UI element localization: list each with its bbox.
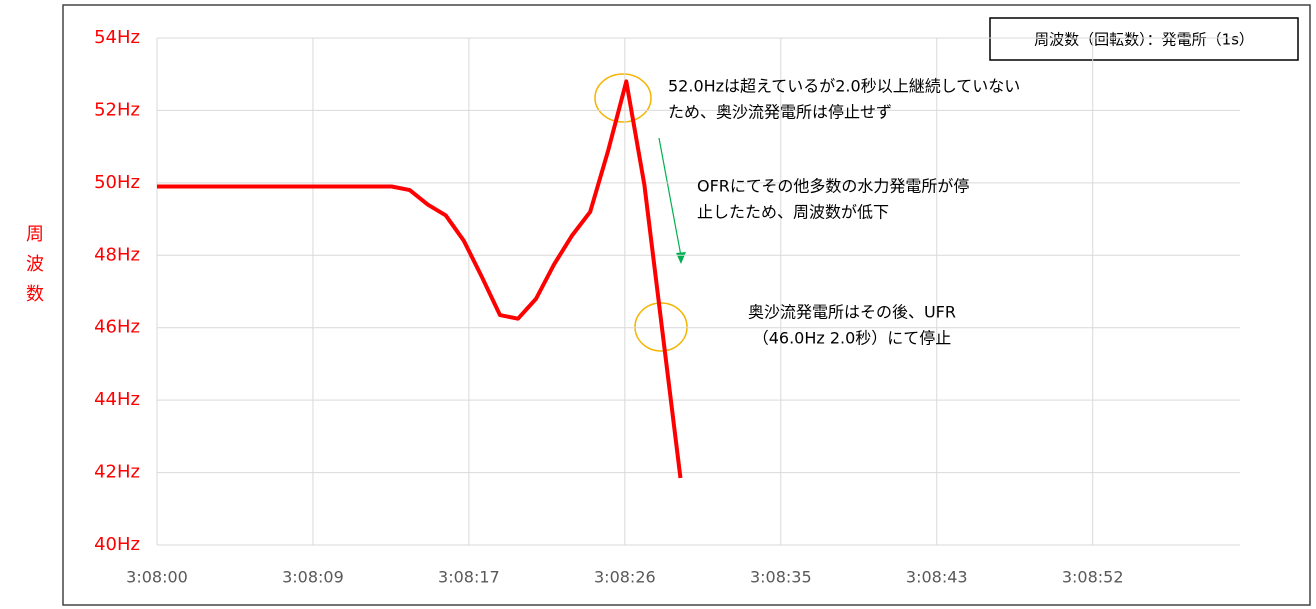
y-axis-label: 周波数 (26, 224, 44, 305)
highlight-circle (594, 73, 652, 123)
x-tick-label: 3:08:43 (906, 568, 968, 587)
y-tick-label: 50Hz (94, 172, 140, 193)
y-tick-label: 52Hz (94, 99, 140, 120)
annotation: 52.0Hzは超えているが2.0秒以上継続していない (668, 77, 1020, 96)
y-tick-label: 54Hz (94, 27, 140, 48)
highlight-circle (634, 302, 688, 352)
x-tick-label: 3:08:35 (750, 568, 812, 587)
data-line (157, 79, 683, 479)
x-tick-label: 3:08:00 (126, 568, 188, 587)
arrow (658, 137, 682, 257)
y-tick-label: 44Hz (94, 389, 140, 410)
y-tick-label: 48Hz (94, 244, 140, 265)
y-tick-label: 46Hz (94, 317, 140, 338)
chart-frame (62, 4, 1311, 606)
x-tick-label: 3:08:17 (438, 568, 500, 587)
y-tick-label: 40Hz (94, 534, 140, 555)
x-tick-label: 3:08:09 (282, 568, 344, 587)
annotation: ため、奥沙流発電所は停止せず (668, 103, 892, 122)
y-tick-label: 42Hz (94, 462, 140, 483)
legend-title: 周波数（回転数）：発電所（1s） (1034, 31, 1254, 49)
x-tick-label: 3:08:26 (594, 568, 656, 587)
annotation: 止したため、周波数が低下 (697, 203, 889, 222)
x-tick-label: 3:08:52 (1062, 568, 1124, 587)
annotation: 奥沙流発電所はその後、UFR (748, 303, 956, 322)
annotation: （46.0Hz 2.0秒）にて停止 (753, 329, 952, 348)
annotation: OFRにてその他多数の水力発電所が停 (697, 177, 969, 196)
legend-box (989, 17, 1299, 61)
